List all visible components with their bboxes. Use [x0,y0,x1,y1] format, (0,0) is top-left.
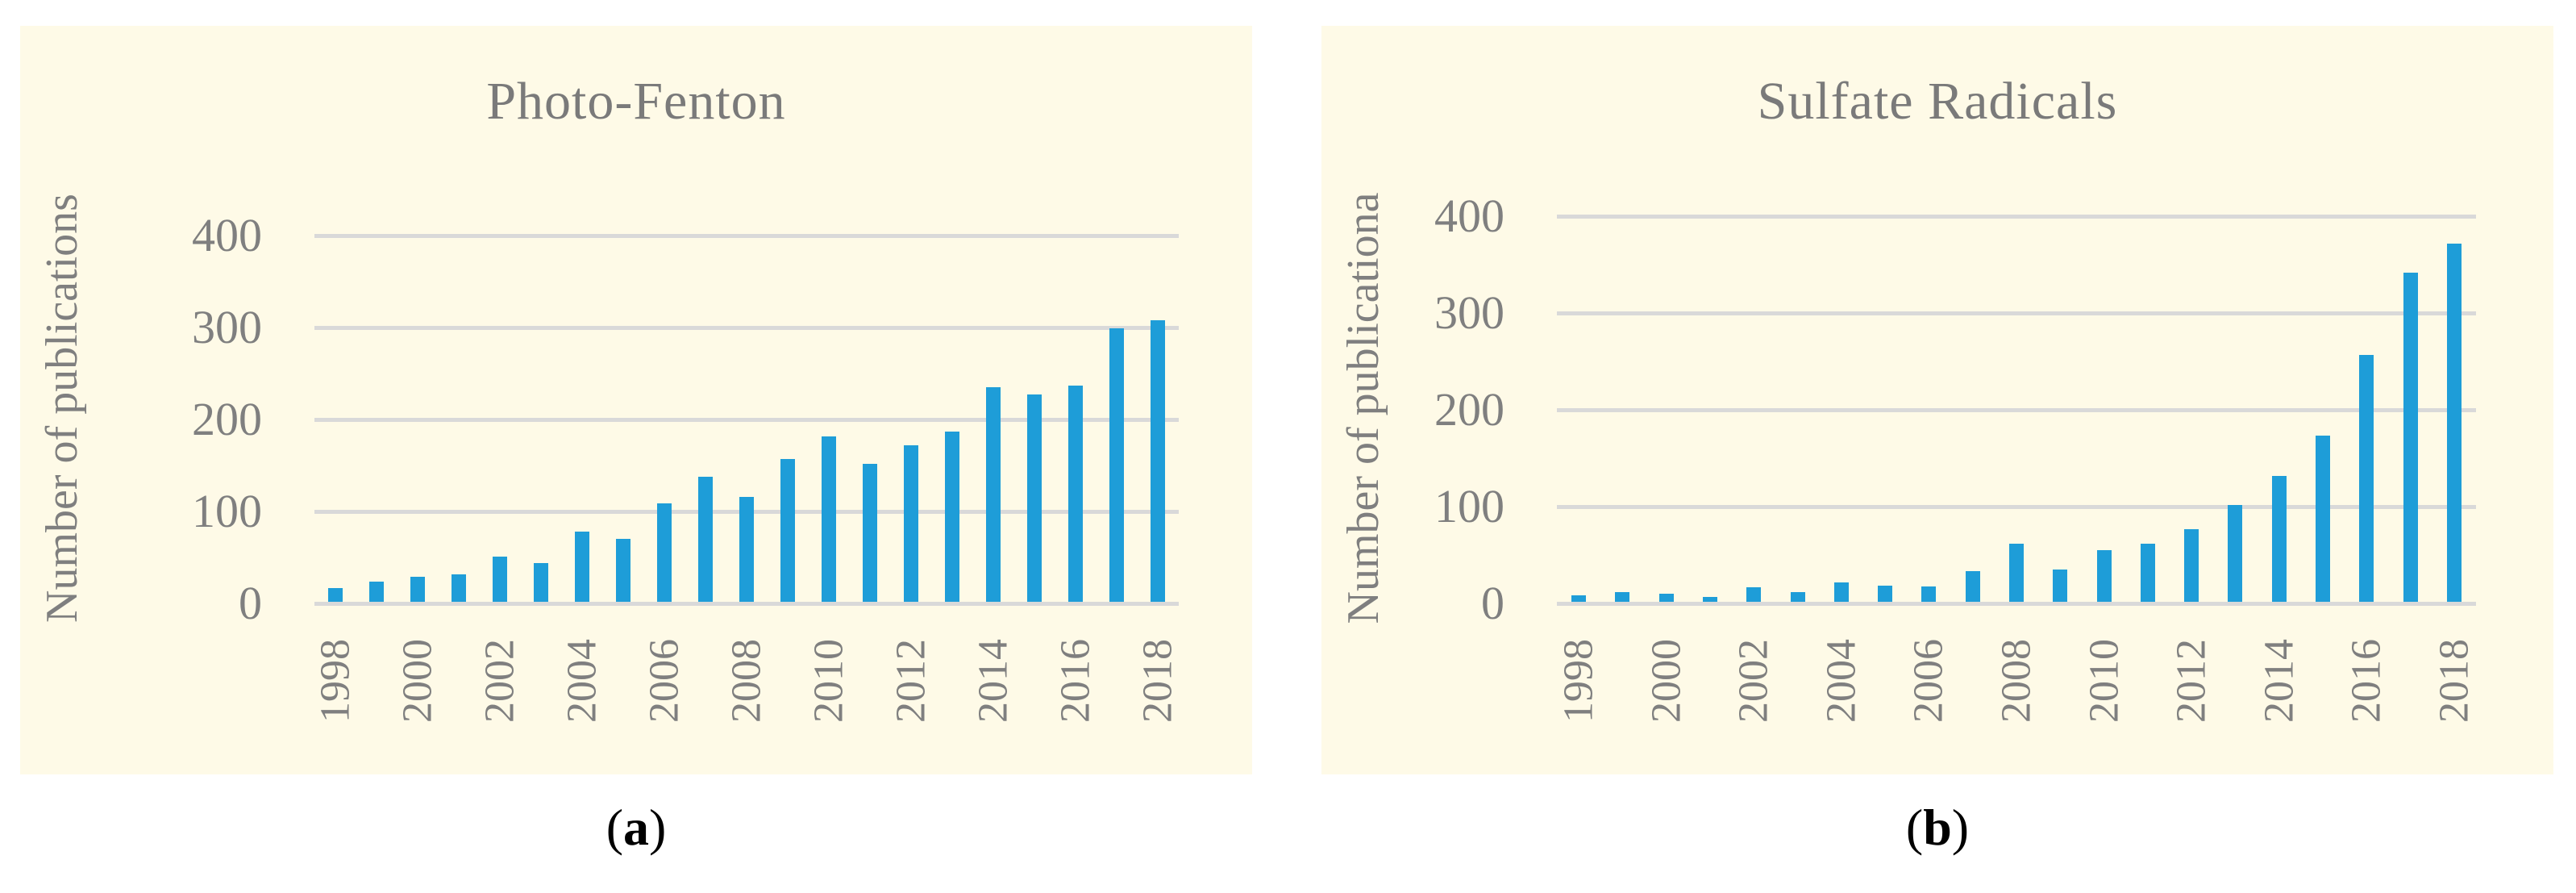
bar-2006 [1921,586,1937,602]
bar-1999 [1615,592,1630,602]
bar-2013 [2228,505,2243,602]
y-tick-label-300: 300 [192,301,262,353]
bar-2009 [2053,570,2068,602]
chart-title: Photo-Fenton [486,72,786,131]
gridline-400 [314,234,1179,238]
bar-2010 [822,436,837,602]
gridline-300 [314,326,1179,330]
gridline-0 [1557,602,2476,606]
x-tick-label-1998: 1998 [1555,639,1602,723]
bar-2003 [1790,592,1805,602]
bar-2014 [2271,476,2287,602]
bar-2004 [574,532,589,602]
bar-2012 [904,445,919,602]
bar-2002 [1746,587,1762,602]
x-tick-label-2016: 2016 [2343,639,2390,723]
y-tick-label-200: 200 [192,393,262,445]
x-tick-label-2018: 2018 [2431,639,2478,723]
x-tick-label-2014: 2014 [970,639,1017,723]
chart-title: Sulfate Radicals [1757,72,2118,131]
caption-paren-right: ) [1951,799,1970,856]
y-tick-label-400: 400 [192,209,262,261]
x-tick-label-2016: 2016 [1052,639,1099,723]
bar-2005 [1878,586,1893,602]
x-tick-label-2000: 2000 [394,639,441,723]
bar-2016 [1068,386,1084,602]
bar-2008 [739,497,754,602]
gridline-300 [1557,311,2476,315]
gridline-0 [314,602,1179,606]
x-tick-label-2010: 2010 [2081,639,2128,723]
x-tick-label-2006: 2006 [1905,639,1952,723]
bar-2007 [1965,571,1980,602]
bar-2017 [1109,328,1125,602]
caption-paren-left: ( [1905,799,1924,856]
bar-2005 [615,539,630,602]
bar-2012 [2184,529,2199,602]
caption-paren-right: ) [649,799,667,856]
bar-2011 [863,464,878,602]
bar-2006 [656,503,672,602]
bar-2004 [1833,582,1849,602]
bar-2002 [492,557,507,602]
bar-1998 [327,588,343,602]
x-tick-label-2002: 2002 [1730,639,1777,723]
bar-2010 [2096,550,2112,602]
bar-2013 [945,432,960,602]
chart-panel-a: Photo-Fenton Number of publications 0 100… [20,26,1252,774]
bar-2016 [2359,355,2374,602]
x-tick-label-2006: 2006 [641,639,688,723]
x-tick-label-1998: 1998 [312,639,359,723]
caption-letter: a [623,799,649,856]
gridline-100 [1557,505,2476,509]
bar-2000 [1658,594,1674,602]
bar-2015 [2316,436,2330,602]
x-tick-label-2010: 2010 [805,639,852,723]
bar-2009 [780,459,796,602]
bar-2008 [2009,544,2024,602]
x-tick-label-2018: 2018 [1134,639,1181,723]
bar-2000 [410,577,425,602]
y-tick-label-100: 100 [192,485,262,537]
x-tick-label-2004: 2004 [1818,639,1865,723]
bar-2018 [1151,320,1166,602]
x-tick-label-2014: 2014 [2256,639,2303,723]
x-tick-label-2000: 2000 [1643,639,1690,723]
caption-a: (a) [20,781,1252,874]
gridline-200 [1557,408,2476,412]
gridline-200 [314,418,1179,422]
x-tick-label-2012: 2012 [2168,639,2215,723]
bar-2001 [1703,597,1717,602]
y-tick-label-300: 300 [1434,286,1504,339]
x-tick-label-2012: 2012 [888,639,934,723]
bar-2003 [533,563,548,602]
chart-panel-b: Sulfate Radicals Number of publicationa … [1321,26,2553,774]
bar-2015 [1027,394,1042,602]
y-tick-label-400: 400 [1434,190,1504,242]
caption-letter: b [1923,799,1952,856]
bar-1998 [1571,595,1587,602]
x-tick-label-2008: 2008 [1993,639,2040,723]
bar-2017 [2403,273,2418,602]
x-tick-label-2008: 2008 [723,639,770,723]
bar-2001 [451,574,466,602]
y-tick-label-0: 0 [1481,577,1504,629]
bar-2011 [2140,544,2155,602]
gridline-400 [1557,215,2476,219]
bar-2007 [697,477,713,602]
bar-2014 [986,387,1001,602]
y-tick-label-100: 100 [1434,480,1504,532]
y-tick-label-0: 0 [239,577,262,629]
x-tick-label-2004: 2004 [559,639,606,723]
x-tick-label-2002: 2002 [476,639,523,723]
y-tick-label-200: 200 [1434,383,1504,436]
caption-b: (b) [1321,781,2553,874]
caption-paren-left: ( [606,799,623,856]
bar-2018 [2446,244,2462,602]
bar-1999 [368,582,384,602]
